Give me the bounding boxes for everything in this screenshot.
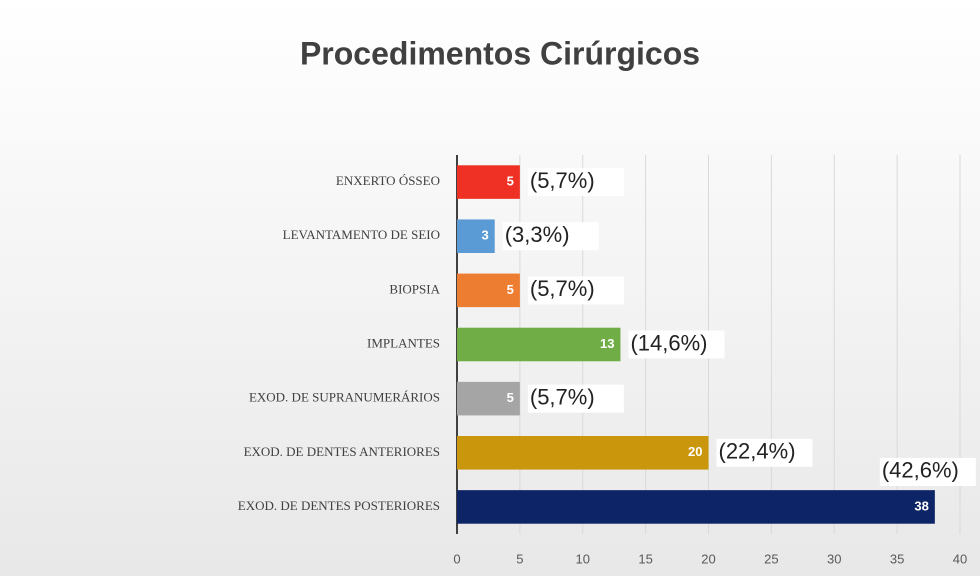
- y-tick-label: IMPLANTES: [367, 335, 440, 350]
- bar: [457, 436, 709, 470]
- x-tick-label: 30: [827, 551, 841, 566]
- bar: [457, 273, 520, 308]
- data-label: 13: [600, 336, 614, 351]
- x-tick-label: 0: [453, 551, 460, 566]
- percent-label-bg: [527, 384, 624, 413]
- y-tick-label: EXOD. DE SUPRANUMERÁRIOS: [249, 390, 440, 405]
- percent-label: (22,4%): [719, 439, 796, 464]
- y-tick-label: BIOPSIA: [389, 281, 440, 296]
- data-label: 38: [914, 498, 928, 513]
- x-tick-label: 10: [576, 551, 590, 566]
- percent-label-bg: [716, 438, 813, 467]
- percent-label-bg: [879, 457, 976, 486]
- percent-label: (3,3%): [505, 222, 570, 247]
- percent-label-bg: [502, 222, 599, 251]
- y-tick-label: ENXERTO ÓSSEO: [336, 173, 440, 188]
- percent-label-bg: [628, 330, 725, 359]
- y-tick-label: EXOD. DE DENTES ANTERIORES: [244, 444, 440, 459]
- percent-label: (5,7%): [530, 276, 595, 301]
- x-tick-label: 40: [953, 551, 967, 566]
- percent-label: (42,6%): [882, 458, 959, 483]
- y-tick-label: LEVANTAMENTO DE SEIO: [283, 227, 440, 242]
- chart-title: Procedimentos Cirúrgicos: [300, 35, 700, 71]
- percent-label: (5,7%): [530, 168, 595, 193]
- bar: [457, 381, 520, 416]
- x-tick-label: 20: [701, 551, 715, 566]
- data-label: 5: [507, 390, 514, 405]
- data-label: 5: [507, 282, 514, 297]
- x-tick-label: 25: [764, 551, 778, 566]
- percent-label: (5,7%): [530, 384, 595, 409]
- x-tick-label: 15: [638, 551, 652, 566]
- percent-label-bg: [527, 276, 624, 305]
- data-label: 5: [507, 174, 514, 189]
- x-tick-label: 35: [890, 551, 904, 566]
- percent-label: (14,6%): [630, 330, 707, 355]
- bar: [457, 490, 935, 524]
- bar: [457, 327, 621, 362]
- y-tick-label: EXOD. DE DENTES POSTERIORES: [238, 498, 440, 513]
- bar: [457, 165, 520, 199]
- x-tick-label: 5: [516, 551, 523, 566]
- data-label: 3: [481, 228, 488, 243]
- bar: [457, 219, 495, 253]
- data-label: 20: [688, 444, 702, 459]
- percent-label-bg: [527, 168, 624, 197]
